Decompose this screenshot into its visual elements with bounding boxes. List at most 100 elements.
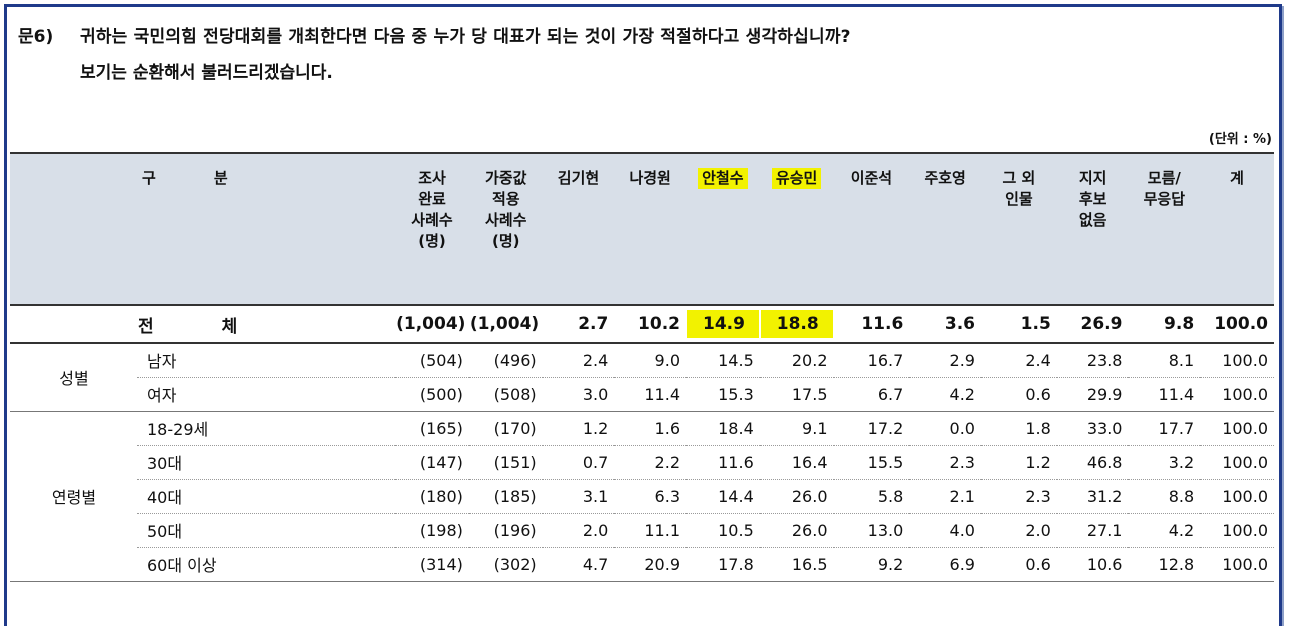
table-cell: 11.4 [1128,377,1201,412]
header-col-10: 모름/무응답 [1128,152,1201,306]
table-cell: (151) [468,445,543,480]
table-cell: 100.0 [1200,411,1274,446]
row-label: 40대 [137,479,396,514]
table-cell: 2.2 [614,445,686,480]
unit-label: (단위 : %) [1208,132,1272,147]
table-cell: 4.2 [1128,513,1201,548]
total-cell-4: 14.9 [686,305,760,344]
header-col-8: 그 외 인물 [980,152,1057,306]
total-cell-8: 1.5 [980,305,1057,344]
table-row: 30대 (147) (151) 0.7 2.2 11.6 16.4 15.5 2.3 1.2 46.… [10,445,1274,480]
group-label: 성별 [10,343,137,412]
table-cell: 100.0 [1200,547,1274,582]
table-cell: 33.0 [1056,411,1129,446]
header-col-0: 조사 완료 사례수 (명) [395,152,469,306]
table-cell: 3.1 [542,479,615,514]
table-cell: 2.3 [980,479,1057,514]
table-cell: 12.8 [1128,547,1201,582]
table-cell: 11.6 [686,445,760,480]
table-cell: 4.2 [909,377,981,412]
table-cell: 2.3 [909,445,981,480]
table-row: 성별 남자 (504) (496) 2.4 9.0 14.5 20.2 16.7 2.9 2.4 23… [10,343,1274,412]
table-cell: 3.0 [542,377,615,412]
table-cell: (496) [468,343,543,378]
header-col-3: 나경원 [614,152,686,306]
table-cell: 6.3 [614,479,686,514]
table-cell: 11.4 [614,377,686,412]
table-cell: (196) [468,513,543,548]
total-cell-9: 26.9 [1056,305,1129,344]
table-cell: 4.0 [909,513,981,548]
table-cell: 11.1 [614,513,686,548]
header-col-1: 가중값 적용 사례수 (명) [468,152,543,306]
total-cell-3: 10.2 [614,305,686,344]
table-cell: (198) [395,513,469,548]
table-cell: 100.0 [1200,513,1274,548]
total-row: 전 체 (1,004) (1,004) 2.7 10.2 14.9 18.8 11.6 3.6 1.… [10,305,1274,344]
table-cell: 2.1 [909,479,981,514]
table-cell: 26.0 [759,479,834,514]
table-cell: 16.7 [833,343,910,378]
header-col-5: 유승민 [759,152,834,306]
header-col-2: 김기현 [542,152,615,306]
table-cell: (180) [395,479,469,514]
table-cell: (185) [468,479,543,514]
header-col-7: 주호영 [909,152,981,306]
table-cell: 1.8 [980,411,1057,446]
table-row: 여자 (500) (508) 3.0 11.4 15.3 17.5 6.7 4.2 0.6 29.9… [10,377,1274,412]
table-cell: (504) [395,343,469,378]
question-number: 문6) [18,27,54,47]
table-body: 전 체 (1,004) (1,004) 2.7 10.2 14.9 18.8 11.6 3.6 1.… [10,305,1274,582]
table-cell: 17.8 [686,547,760,582]
total-cell-5: 18.8 [759,305,834,344]
table-row: 50대 (198) (196) 2.0 11.1 10.5 26.0 13.0 4.0 2.0 27… [10,513,1274,548]
table-cell: 15.3 [686,377,760,412]
table-row: 연령별 18-29세 (165) (170) 1.2 1.6 18.4 9.1 17.2 0.0 1… [10,411,1274,582]
table-cell: 9.0 [614,343,686,378]
table-cell: 0.0 [909,411,981,446]
question-subtext: 보기는 순환해서 불러드리겠습니다. [80,63,333,83]
row-label: 60대 이상 [137,547,396,582]
table-cell: 14.4 [686,479,760,514]
table-cell: 16.4 [759,445,834,480]
table-cell: 6.9 [909,547,981,582]
table-cell: 3.2 [1128,445,1201,480]
table-cell: 15.5 [833,445,910,480]
header-col-9: 지지 후보 없음 [1056,152,1129,306]
table-cell: 10.5 [686,513,760,548]
table-cell: 18.4 [686,411,760,446]
table-cell: 14.5 [686,343,760,378]
table-cell: 2.9 [909,343,981,378]
table-cell: (302) [468,547,543,582]
table-cell: 2.4 [542,343,615,378]
table-cell: 29.9 [1056,377,1129,412]
header-col-6: 이준석 [833,152,910,306]
table-cell: 26.0 [759,513,834,548]
table-cell: (147) [395,445,469,480]
table-cell: 8.8 [1128,479,1201,514]
row-label: 50대 [137,513,396,548]
table-cell: 46.8 [1056,445,1129,480]
total-cell-2: 2.7 [542,305,615,344]
document-frame [4,4,1282,626]
table-cell: 4.7 [542,547,615,582]
table-cell: 17.5 [759,377,834,412]
table-cell: 1.2 [980,445,1057,480]
row-label: 30대 [137,445,396,480]
table-cell: 0.6 [980,547,1057,582]
table-row: 60대 이상 (314) (302) 4.7 20.9 17.8 16.5 9.2 6.9 0.6… [10,547,1274,582]
table-cell: 17.2 [833,411,910,446]
table-cell: (314) [395,547,469,582]
total-cell-11: 100.0 [1200,305,1274,344]
table-cell: 27.1 [1056,513,1129,548]
table-cell: (508) [468,377,543,412]
table-cell: 100.0 [1200,479,1274,514]
table-cell: 13.0 [833,513,910,548]
table-row: 40대 (180) (185) 3.1 6.3 14.4 26.0 5.8 2.1 2.3 31.2… [10,479,1274,514]
table-cell: 8.1 [1128,343,1201,378]
table-cell: 100.0 [1200,377,1274,412]
